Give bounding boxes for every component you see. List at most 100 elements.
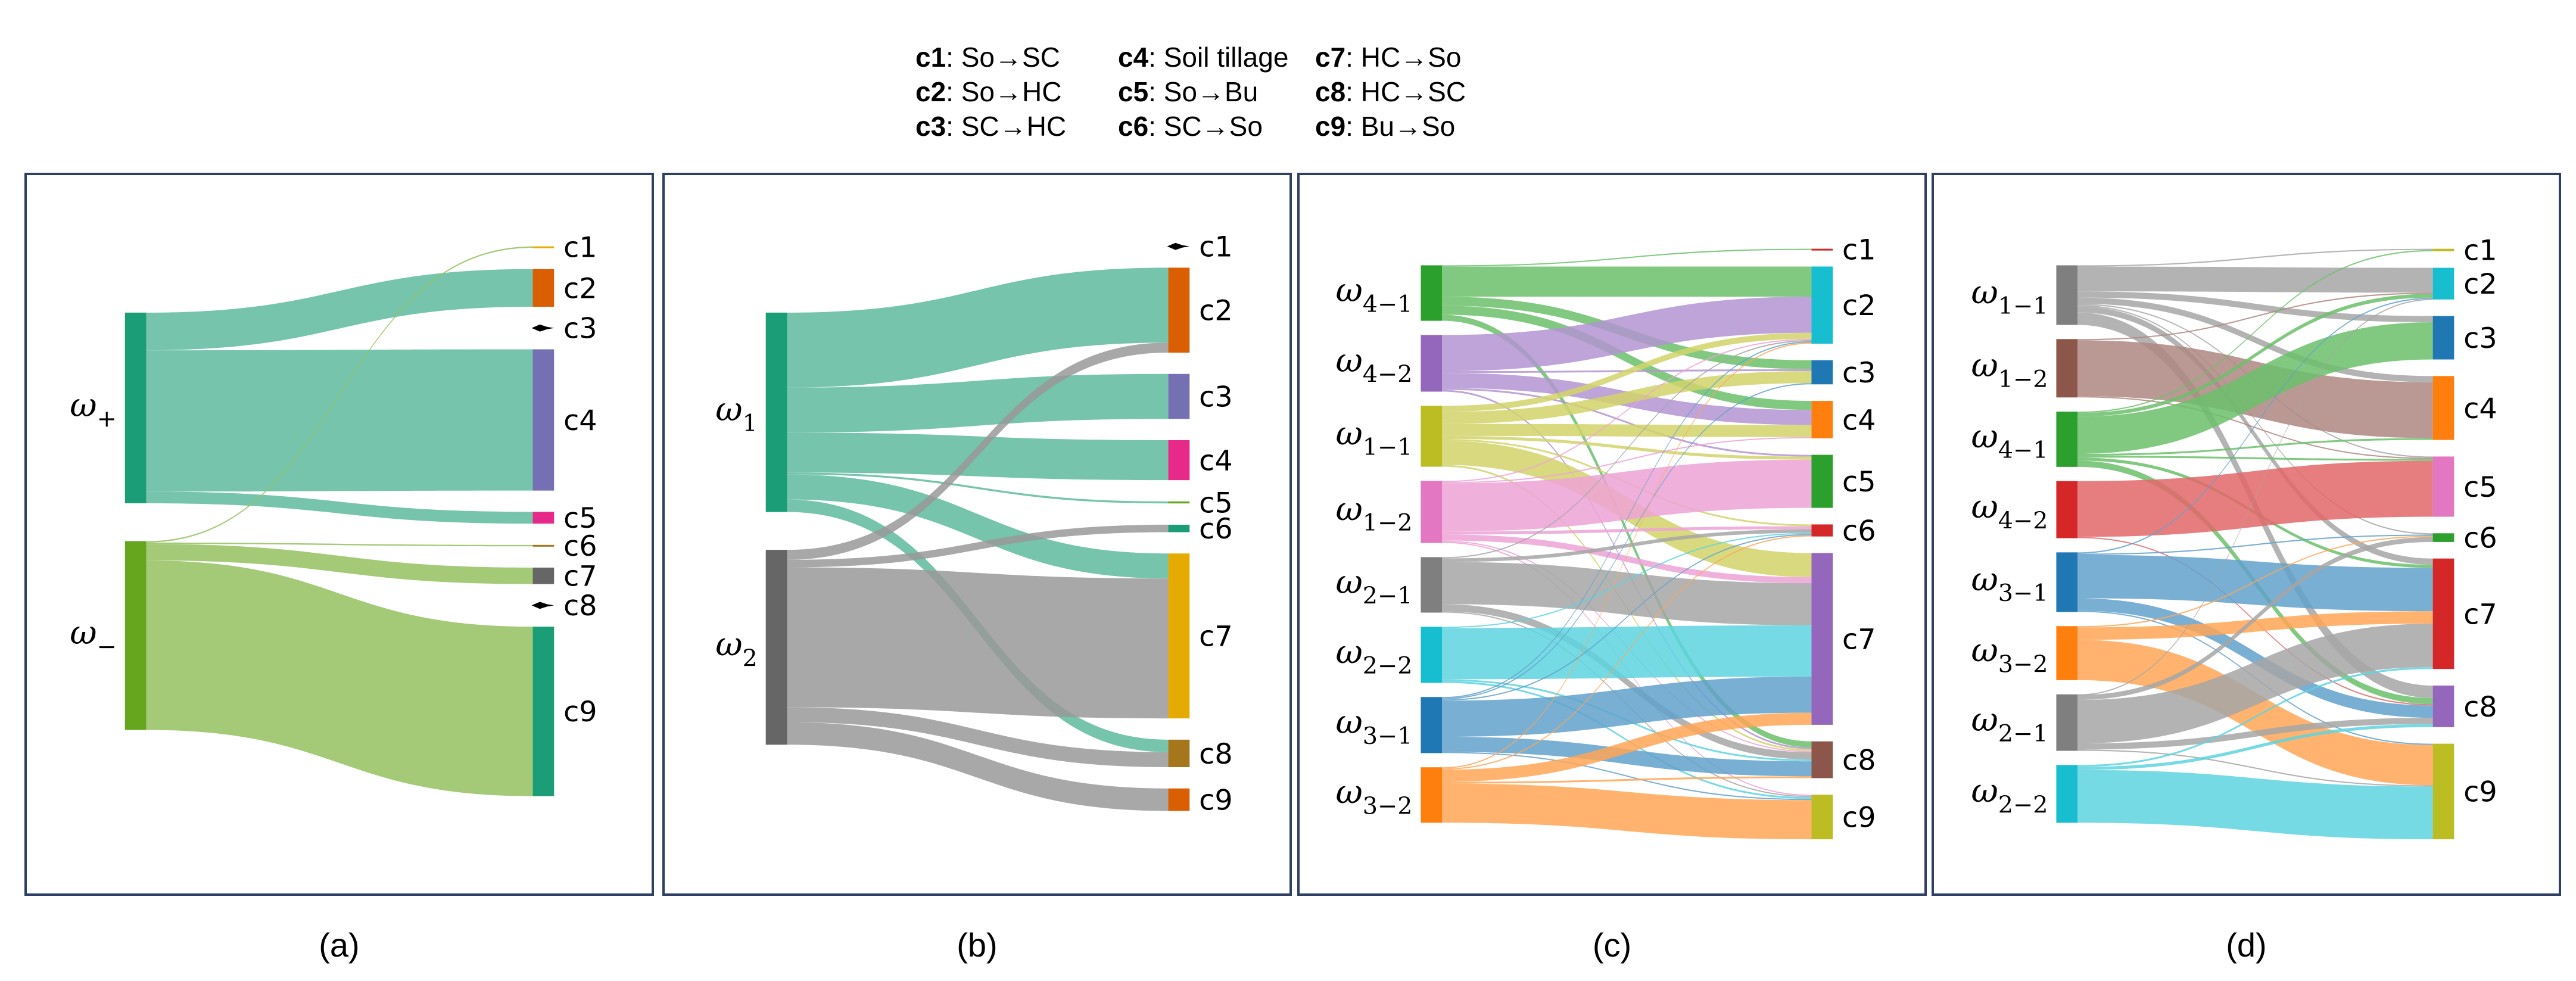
source-node	[1421, 406, 1443, 467]
target-label: c5	[1842, 466, 1876, 499]
target-label: c6	[1199, 513, 1233, 546]
target-label: c7	[1199, 621, 1233, 653]
link-−-to-c7	[146, 544, 533, 584]
source-node	[124, 312, 147, 503]
target-label: c1	[563, 232, 597, 264]
target-label: c8	[563, 590, 597, 622]
link-3−2-to-c2	[1442, 342, 1812, 769]
link-1-to-c4	[787, 432, 1169, 481]
links	[1442, 248, 1812, 840]
target-node-c6	[532, 544, 555, 547]
source-node	[1421, 627, 1443, 683]
link-2−1-to-c8	[1442, 604, 1812, 760]
target-label: c7	[1842, 624, 1876, 656]
source-label: ω1	[715, 390, 758, 437]
link-3−2-to-c9	[2077, 640, 2433, 786]
target-label: c3	[1199, 381, 1233, 413]
link-2−1-to-c2	[1442, 340, 1812, 559]
link-1-to-c5	[787, 472, 1169, 504]
source-node	[765, 312, 787, 512]
target-label: c1	[1842, 234, 1876, 267]
legend-item-c6: c6: SC→So	[1118, 111, 1263, 142]
link-2-to-c2	[787, 342, 1169, 560]
source-node	[2056, 552, 2078, 612]
target-label: c5	[2463, 471, 2497, 504]
link-3−1-to-c8	[2077, 598, 2433, 718]
link-1−2-to-c2	[1442, 338, 1812, 482]
link-4−2-to-c5	[1442, 388, 1812, 457]
target-node-c1	[532, 246, 555, 248]
legend-item-c4: c4: Soil tillage	[1118, 42, 1289, 73]
source-node	[1421, 481, 1443, 543]
target-node-c8	[1168, 739, 1190, 767]
target-node-c8	[1811, 741, 1833, 778]
source-label: ω3−2	[1971, 631, 2048, 678]
legend-key: c2	[915, 76, 946, 107]
target-label: c4	[563, 404, 597, 437]
link-1−1-to-c2	[2077, 266, 2433, 293]
link-4−1-to-c2	[1442, 266, 1812, 297]
source-label: ω3−1	[1335, 703, 1412, 750]
source-label: ω2−1	[1971, 700, 2048, 748]
source-label: ω1−2	[1335, 490, 1412, 537]
target-node-c1	[1811, 248, 1833, 251]
target-node-c4	[1168, 440, 1190, 481]
target-label: c3	[1842, 357, 1876, 390]
link-2-to-c8	[787, 707, 1169, 767]
caption-a: (a)	[319, 926, 360, 964]
link-+-to-c4	[146, 349, 533, 492]
target-node-c6	[2432, 533, 2454, 542]
link-−-to-c1	[146, 246, 533, 543]
source-label: ω4−2	[1971, 488, 2048, 535]
target-node-c5	[1168, 501, 1190, 504]
link-4−2-to-c5	[2077, 460, 2433, 537]
source-node	[765, 550, 787, 745]
target-label: c1	[1199, 231, 1233, 264]
legend-item-c2: c2: So→HC	[915, 76, 1062, 107]
link-3−2-to-c6	[1442, 535, 1812, 770]
link-1−1-to-c1	[2077, 248, 2433, 267]
link-1-to-c2	[787, 267, 1169, 388]
link-2−1-to-c7	[1442, 562, 1812, 625]
link-3−1-to-c3	[1442, 383, 1812, 700]
target-label: c9	[1199, 784, 1233, 817]
legend-key: c8	[1315, 76, 1346, 107]
link-4−1-to-c4	[1442, 306, 1812, 410]
link-3−1-to-c6	[2077, 534, 2433, 555]
target-label: c5	[563, 502, 597, 535]
link-3−1-to-c7	[1442, 676, 1812, 737]
link-1−2-to-c4	[1442, 437, 1812, 484]
source-node	[1421, 557, 1443, 613]
link-3−2-to-c9	[1442, 783, 1812, 840]
link-3−2-to-c7	[2077, 611, 2433, 640]
source-label: ω2−2	[1335, 633, 1412, 680]
link-+-to-c2	[146, 269, 533, 351]
link-3−2-to-c8	[1442, 776, 1812, 784]
target-label: c1	[2463, 235, 2497, 267]
target-node-c1	[2432, 248, 2454, 251]
target-label: c2	[1842, 289, 1876, 322]
links	[146, 246, 533, 796]
target-label: c9	[563, 696, 597, 728]
link-3−1-to-c6	[1442, 534, 1812, 701]
legend-key: c7	[1315, 42, 1346, 73]
target-node-c3	[2432, 316, 2454, 360]
legend-desc: So→SC	[961, 42, 1060, 73]
target-node-c2	[2432, 267, 2454, 300]
source-label: ω1−1	[1971, 273, 2048, 320]
target-label: c3	[563, 313, 597, 345]
source-label: ω4−1	[1971, 417, 2048, 464]
source-label: ω3−1	[1971, 560, 2048, 607]
source-label: ω4−2	[1335, 341, 1412, 388]
panel-b: ω1 ω2 c1 c2 c3 c4 c5 c6 c7 c8 c9	[662, 173, 1292, 896]
links	[2077, 248, 2433, 840]
source-label: ω4−1	[1335, 271, 1412, 318]
link-1−1-to-c7	[2077, 306, 2433, 565]
legend-item-c5: c5: So→Bu	[1118, 76, 1259, 107]
link-2−2-to-c6	[1442, 532, 1812, 628]
link-1−2-to-c2	[2077, 292, 2433, 341]
target-node-c6	[1168, 524, 1190, 532]
source-label: ω2−2	[1971, 772, 2048, 819]
target-node-c5	[2432, 456, 2454, 517]
